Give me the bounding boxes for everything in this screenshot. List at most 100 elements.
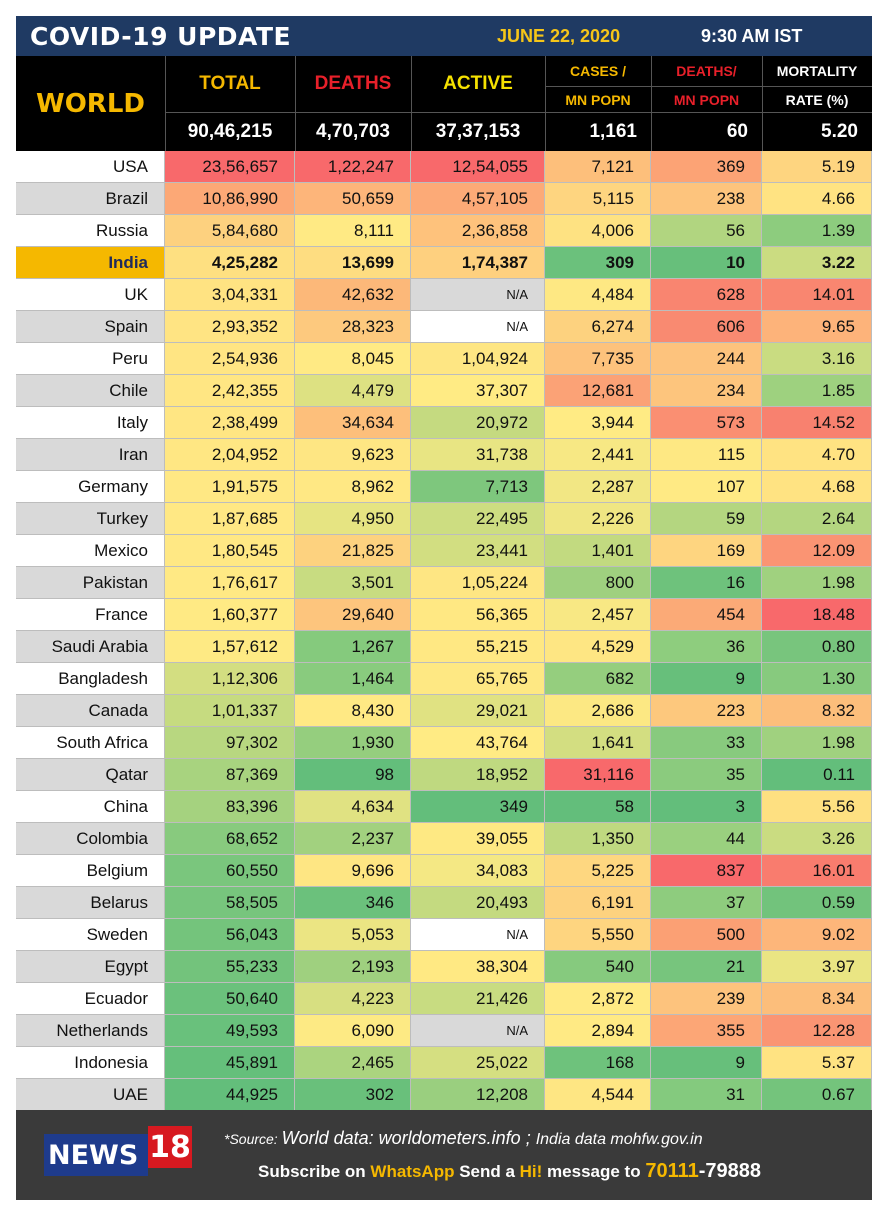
page-title: COVID-19 UPDATE <box>30 22 292 51</box>
update-time: 9:30 AM IST <box>701 26 803 46</box>
table-row: South Africa 97,302 1,930 43,764 1,641 33 1.98 <box>16 727 872 759</box>
mortality-rate: 0.59 <box>762 887 872 919</box>
mortality-rate: 3.16 <box>762 343 872 375</box>
cases-per-mn: 7,735 <box>545 343 651 375</box>
active-cases: 349 <box>411 791 545 823</box>
active-cases: 38,304 <box>411 951 545 983</box>
country-name: Brazil <box>16 183 165 215</box>
country-name: Iran <box>16 439 165 471</box>
country-name: China <box>16 791 165 823</box>
country-name: Colombia <box>16 823 165 855</box>
total-deaths: 9,623 <box>295 439 411 471</box>
table-row: Peru 2,54,936 8,045 1,04,924 7,735 244 3.16 <box>16 343 872 375</box>
active-cases: 20,972 <box>411 407 545 439</box>
cases-per-mn: 1,401 <box>545 535 651 567</box>
total-deaths: 4,634 <box>295 791 411 823</box>
deaths-per-mn: 355 <box>651 1015 762 1047</box>
country-name: Germany <box>16 471 165 503</box>
cases-per-mn: 4,484 <box>545 279 651 311</box>
col-header-cases-mn-top: CASES / <box>569 63 626 79</box>
country-name: UK <box>16 279 165 311</box>
total-deaths: 6,090 <box>295 1015 411 1047</box>
table-row: Indonesia 45,891 2,465 25,022 168 9 5.37 <box>16 1047 872 1079</box>
table-row: Brazil 10,86,990 50,659 4,57,105 5,115 238 4.6… <box>16 183 872 215</box>
deaths-per-mn: 16 <box>651 567 762 599</box>
country-name: Canada <box>16 695 165 727</box>
table-row: USA 23,56,657 1,22,247 12,54,055 7,121 369 5.1… <box>16 151 872 183</box>
active-cases: 7,713 <box>411 471 545 503</box>
total-deaths: 2,465 <box>295 1047 411 1079</box>
country-name: Egypt <box>16 951 165 983</box>
total-cases: 10,86,990 <box>165 183 295 215</box>
cases-per-mn: 800 <box>545 567 651 599</box>
cases-per-mn: 2,457 <box>545 599 651 631</box>
mortality-rate: 1.98 <box>762 567 872 599</box>
world-cases-mn: 1,161 <box>589 121 637 142</box>
table-row: Russia 5,84,680 8,111 2,36,858 4,006 56 1.39 <box>16 215 872 247</box>
total-deaths: 21,825 <box>295 535 411 567</box>
cases-per-mn: 58 <box>545 791 651 823</box>
total-deaths: 42,632 <box>295 279 411 311</box>
active-cases: 22,495 <box>411 503 545 535</box>
col-header-deaths-mn-bottom: MN POPN <box>673 91 740 108</box>
active-cases: 55,215 <box>411 631 545 663</box>
mortality-rate: 1.39 <box>762 215 872 247</box>
country-name: Italy <box>16 407 165 439</box>
total-cases: 1,57,612 <box>165 631 295 663</box>
cases-per-mn: 309 <box>545 247 651 279</box>
total-deaths: 3,501 <box>295 567 411 599</box>
total-cases: 68,652 <box>165 823 295 855</box>
total-deaths: 50,659 <box>295 183 411 215</box>
cases-per-mn: 5,550 <box>545 919 651 951</box>
mortality-rate: 2.64 <box>762 503 872 535</box>
table-row: Pakistan 1,76,617 3,501 1,05,224 800 16 1.98 <box>16 567 872 599</box>
mortality-rate: 3.97 <box>762 951 872 983</box>
total-deaths: 8,430 <box>295 695 411 727</box>
total-cases: 60,550 <box>165 855 295 887</box>
table-row: Sweden 56,043 5,053 N/A 5,550 500 9.02 <box>16 919 872 951</box>
active-cases: 21,426 <box>411 983 545 1015</box>
country-name: Turkey <box>16 503 165 535</box>
table-row: Chile 2,42,355 4,479 37,307 12,681 234 1.85 <box>16 375 872 407</box>
table-row: Ecuador 50,640 4,223 21,426 2,872 239 8.34 <box>16 983 872 1015</box>
cases-per-mn: 168 <box>545 1047 651 1079</box>
total-cases: 2,04,952 <box>165 439 295 471</box>
active-cases: 65,765 <box>411 663 545 695</box>
deaths-per-mn: 33 <box>651 727 762 759</box>
deaths-per-mn: 239 <box>651 983 762 1015</box>
mortality-rate: 5.37 <box>762 1047 872 1079</box>
deaths-per-mn: 9 <box>651 663 762 695</box>
deaths-per-mn: 21 <box>651 951 762 983</box>
country-name: UAE <box>16 1079 165 1111</box>
total-deaths: 1,930 <box>295 727 411 759</box>
col-header-mortality-top: MORTALITY <box>776 63 858 79</box>
deaths-per-mn: 238 <box>651 183 762 215</box>
table-row: Netherlands 49,593 6,090 N/A 2,894 355 12.28 <box>16 1015 872 1047</box>
table-header: WORLD TOTAL DEATHS ACTIVE CASES / MN POP… <box>16 56 872 151</box>
mortality-rate: 14.01 <box>762 279 872 311</box>
update-date: JUNE 22, 2020 <box>497 26 621 46</box>
active-cases: 1,05,224 <box>411 567 545 599</box>
country-name: Qatar <box>16 759 165 791</box>
active-cases: 37,307 <box>411 375 545 407</box>
subscribe-note: Subscribe on WhatsApp Send a Hi! message… <box>258 1160 762 1182</box>
deaths-per-mn: 234 <box>651 375 762 407</box>
cases-per-mn: 2,894 <box>545 1015 651 1047</box>
total-deaths: 1,22,247 <box>295 151 411 183</box>
active-cases: 25,022 <box>411 1047 545 1079</box>
deaths-per-mn: 223 <box>651 695 762 727</box>
table-row: Bangladesh 1,12,306 1,464 65,765 682 9 1.30 <box>16 663 872 695</box>
country-name: Mexico <box>16 535 165 567</box>
total-cases: 97,302 <box>165 727 295 759</box>
cases-per-mn: 12,681 <box>545 375 651 407</box>
cases-per-mn: 4,529 <box>545 631 651 663</box>
total-cases: 2,38,499 <box>165 407 295 439</box>
world-active: 37,37,153 <box>435 121 521 142</box>
cases-per-mn: 1,350 <box>545 823 651 855</box>
total-deaths: 8,045 <box>295 343 411 375</box>
country-name: India <box>16 247 165 279</box>
mortality-rate: 4.66 <box>762 183 872 215</box>
table-row: Mexico 1,80,545 21,825 23,441 1,401 169 12.09 <box>16 535 872 567</box>
world-total: 90,46,215 <box>187 121 273 142</box>
table-row: Canada 1,01,337 8,430 29,021 2,686 223 8.32 <box>16 695 872 727</box>
